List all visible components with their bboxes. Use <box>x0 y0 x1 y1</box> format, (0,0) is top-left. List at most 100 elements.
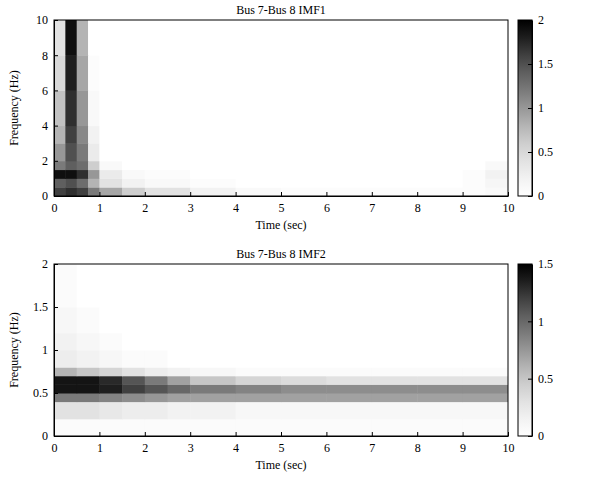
heatmap-cell <box>372 402 418 420</box>
tick-label: 9 <box>460 441 466 455</box>
heatmap-cell <box>145 367 168 376</box>
tick-mark <box>54 436 58 437</box>
heatmap-cell <box>236 419 282 436</box>
heatmap-cell <box>326 402 372 420</box>
heatmap-cell <box>99 350 122 368</box>
heatmap-cell <box>236 264 282 308</box>
heatmap-cell <box>326 384 372 393</box>
tick: 10 <box>503 432 515 455</box>
heatmap-cell <box>122 20 145 56</box>
heatmap-cell <box>236 126 282 144</box>
heatmap-cell <box>417 143 463 161</box>
tick-label: 0 <box>52 201 58 215</box>
heatmap-cell <box>190 126 236 144</box>
heatmap-cell <box>372 90 418 126</box>
heatmap-cell <box>190 384 236 393</box>
tick-label: 0 <box>538 189 544 203</box>
tick: 4 <box>42 119 58 133</box>
heatmap-cell <box>372 376 418 385</box>
tick: 2 <box>142 432 148 455</box>
heatmap-cell <box>281 143 327 161</box>
heatmap-cell <box>145 402 168 420</box>
tick-mark <box>54 196 58 197</box>
heatmap-cell <box>122 376 145 385</box>
heatmap-cell <box>54 264 77 308</box>
tick-label: 5 <box>279 201 285 215</box>
heatmap-cell <box>190 161 236 170</box>
heatmap-cell <box>236 170 282 179</box>
heatmap-cell <box>236 307 282 333</box>
heatmap-cell <box>54 161 66 170</box>
heatmap-cell <box>372 384 418 393</box>
heatmap-cell <box>145 307 168 333</box>
heatmap-cell <box>65 187 77 196</box>
heatmap-cell <box>326 143 372 161</box>
heatmap-cell <box>77 393 100 402</box>
heatmap-cell <box>281 367 327 376</box>
heatmap-cell <box>190 307 236 333</box>
heatmap-cell <box>417 376 463 385</box>
heatmap-cell <box>417 402 463 420</box>
heatmap-cell <box>463 402 508 420</box>
heatmap-cell <box>463 90 486 126</box>
axis-line <box>55 196 509 197</box>
chart-title: Bus 7-Bus 8 IMF2 <box>236 247 326 261</box>
tick-mark <box>54 90 58 91</box>
tick-mark <box>190 432 191 436</box>
heatmap-cell <box>145 187 191 196</box>
heatmap-cell <box>326 350 372 368</box>
heatmap-cell <box>145 393 168 402</box>
tick: 1.5 <box>33 300 58 314</box>
heatmap-cell <box>281 264 327 308</box>
heatmap-cell <box>417 384 463 393</box>
tick-label: 0.5 <box>538 145 553 159</box>
tick-label: 2 <box>142 201 148 215</box>
tick-mark <box>54 161 58 162</box>
heatmap-cell <box>417 333 463 351</box>
heatmap-cell <box>417 393 463 402</box>
heatmap-cell <box>54 307 77 333</box>
heatmap-cell <box>463 187 486 196</box>
heatmap-cell <box>145 20 191 56</box>
heatmap-cell <box>236 187 282 196</box>
heatmap-cell <box>372 187 418 196</box>
heatmap-cell <box>168 376 191 385</box>
heatmap-cell <box>99 384 122 393</box>
heatmap-cell <box>372 55 418 91</box>
tick-label: 3 <box>188 441 194 455</box>
heatmap-cell <box>326 126 372 144</box>
heatmap-cell <box>54 143 66 161</box>
heatmap-cell <box>326 187 372 196</box>
heatmap-cell <box>88 55 100 91</box>
tick-label: 9 <box>460 201 466 215</box>
heatmap-cell <box>65 170 77 179</box>
heatmap-cell <box>190 55 236 91</box>
heatmap-cell <box>145 143 191 161</box>
tick-label: 2 <box>42 257 48 271</box>
tick-mark <box>508 432 509 436</box>
tick-label: 2 <box>42 154 48 168</box>
tick-label: 5 <box>279 441 285 455</box>
heatmap-cell <box>485 143 508 161</box>
heatmap-cell <box>99 393 122 402</box>
tick: 8 <box>42 49 58 63</box>
heatmap-cell <box>326 393 372 402</box>
y-axis-title: Frequency (Hz) <box>7 70 21 146</box>
tick: 8 <box>415 432 421 455</box>
heatmap-cell <box>145 178 191 187</box>
heatmap-cell <box>372 419 418 436</box>
heatmap-cell <box>372 178 418 187</box>
heatmap-cell <box>485 170 508 179</box>
tick-mark <box>236 432 237 436</box>
heatmap-cell <box>99 126 122 144</box>
heatmap-cell <box>65 178 77 187</box>
heatmap-cell <box>168 384 191 393</box>
chart-root: 012345678910024681000.511.52Bus 7-Bus 8 … <box>0 0 598 484</box>
heatmap-cell <box>190 170 236 179</box>
tick-label: 1.5 <box>33 300 48 314</box>
tick: 1 <box>97 192 103 215</box>
tick-mark <box>326 192 327 196</box>
heatmap-cell <box>485 161 508 170</box>
heatmap-cell <box>326 55 372 91</box>
heatmap-cell <box>372 367 418 376</box>
